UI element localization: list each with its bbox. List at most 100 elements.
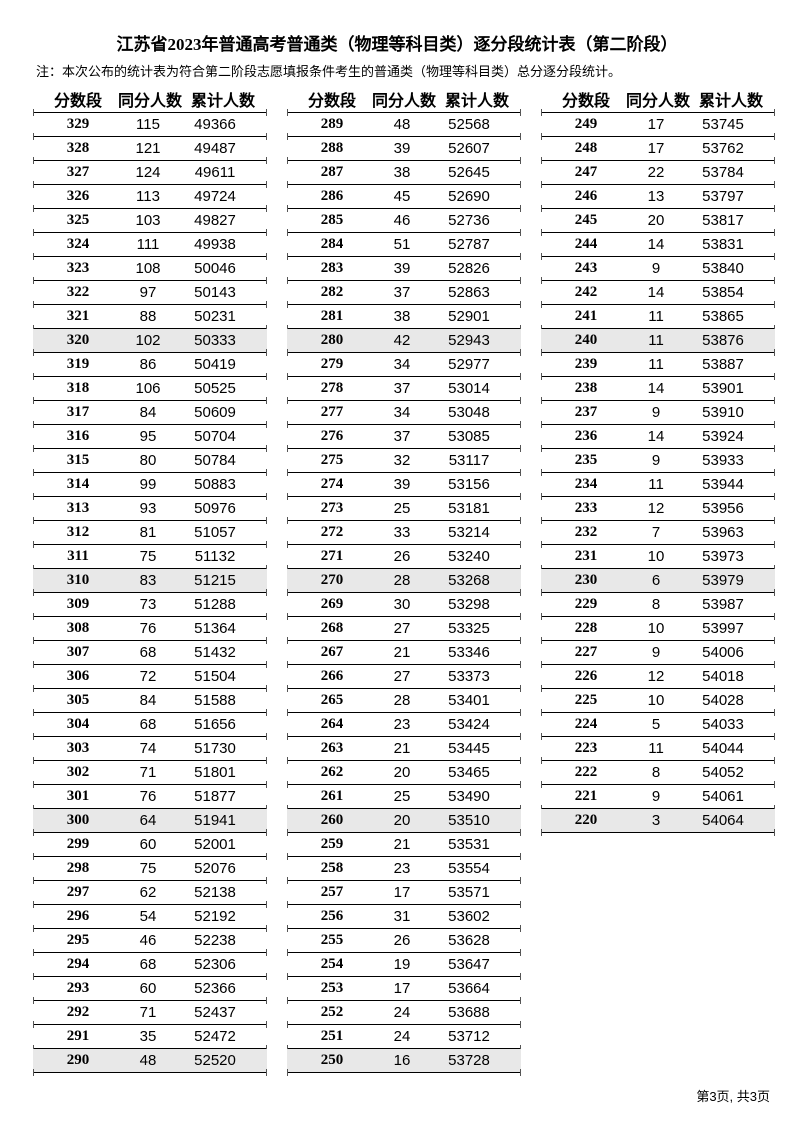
score-cell: 248 bbox=[574, 140, 598, 156]
cumulative-cell: 53762 bbox=[702, 140, 744, 157]
cumulative-cell: 53712 bbox=[448, 1028, 490, 1045]
count-cell: 6 bbox=[651, 572, 661, 589]
table-row: 310 83 51215 bbox=[33, 569, 267, 596]
cumulative-cell: 51730 bbox=[194, 740, 236, 757]
count-cell: 108 bbox=[135, 260, 161, 277]
cumulative-cell: 51504 bbox=[194, 668, 236, 685]
table-row: 269 30 53298 bbox=[287, 593, 521, 620]
score-cell: 293 bbox=[66, 980, 90, 996]
score-cell: 245 bbox=[574, 212, 598, 228]
score-cell: 249 bbox=[574, 116, 598, 132]
count-cell: 48 bbox=[139, 1052, 157, 1069]
count-cell: 84 bbox=[139, 692, 157, 709]
count-cell: 39 bbox=[393, 140, 411, 157]
count-cell: 37 bbox=[393, 284, 411, 301]
cumulative-cell: 50976 bbox=[194, 500, 236, 517]
table-row: 317 84 50609 bbox=[33, 401, 267, 428]
cumulative-cell: 53085 bbox=[448, 428, 490, 445]
score-cell: 324 bbox=[66, 236, 90, 252]
score-cell: 311 bbox=[67, 548, 89, 564]
score-cell: 240 bbox=[574, 332, 598, 348]
score-cell: 314 bbox=[66, 476, 90, 492]
cumulative-cell: 51215 bbox=[194, 572, 236, 589]
cumulative-cell: 53401 bbox=[448, 692, 490, 709]
score-cell: 260 bbox=[320, 812, 344, 828]
count-cell: 45 bbox=[393, 188, 411, 205]
table-row: 225 10 54028 bbox=[541, 689, 775, 716]
cumulative-cell: 53510 bbox=[448, 812, 490, 829]
count-cell: 39 bbox=[393, 476, 411, 493]
cumulative-cell: 53490 bbox=[448, 788, 490, 805]
count-cell: 60 bbox=[139, 836, 157, 853]
table-row: 250 16 53728 bbox=[287, 1049, 521, 1076]
header-cumulative: 累计人数 bbox=[444, 93, 510, 110]
cumulative-cell: 52238 bbox=[194, 932, 236, 949]
cumulative-cell: 50333 bbox=[194, 332, 236, 349]
score-cell: 274 bbox=[320, 476, 344, 492]
table-row: 327 124 49611 bbox=[33, 161, 267, 188]
count-cell: 73 bbox=[139, 596, 157, 613]
score-cell: 283 bbox=[320, 260, 344, 276]
count-cell: 48 bbox=[393, 116, 411, 133]
score-cell: 262 bbox=[320, 764, 344, 780]
score-cell: 267 bbox=[320, 644, 344, 660]
score-cell: 316 bbox=[66, 428, 90, 444]
cumulative-cell: 53424 bbox=[448, 716, 490, 733]
score-cell: 253 bbox=[320, 980, 344, 996]
cumulative-cell: 53865 bbox=[702, 308, 744, 325]
score-cell: 232 bbox=[574, 524, 598, 540]
score-cell: 323 bbox=[66, 260, 90, 276]
score-cell: 308 bbox=[66, 620, 90, 636]
count-cell: 31 bbox=[393, 908, 411, 925]
cumulative-cell: 53531 bbox=[448, 836, 490, 853]
score-cell: 268 bbox=[320, 620, 344, 636]
header-score: 分数段 bbox=[307, 93, 357, 110]
cumulative-cell: 52943 bbox=[448, 332, 490, 349]
cumulative-cell: 51941 bbox=[194, 812, 236, 829]
table-row: 290 48 52520 bbox=[33, 1049, 267, 1076]
cumulative-cell: 49827 bbox=[194, 212, 236, 229]
score-cell: 272 bbox=[320, 524, 344, 540]
count-cell: 76 bbox=[139, 620, 157, 637]
cumulative-cell: 53554 bbox=[448, 860, 490, 877]
count-cell: 25 bbox=[393, 788, 411, 805]
cumulative-cell: 50046 bbox=[194, 260, 236, 277]
count-cell: 9 bbox=[651, 788, 661, 805]
count-cell: 22 bbox=[647, 164, 665, 181]
count-cell: 75 bbox=[139, 860, 157, 877]
count-cell: 26 bbox=[393, 932, 411, 949]
score-cell: 228 bbox=[574, 620, 598, 636]
cumulative-cell: 53465 bbox=[448, 764, 490, 781]
cumulative-cell: 53325 bbox=[448, 620, 490, 637]
count-cell: 76 bbox=[139, 788, 157, 805]
score-cell: 234 bbox=[574, 476, 598, 492]
count-cell: 20 bbox=[393, 764, 411, 781]
table-row: 270 28 53268 bbox=[287, 569, 521, 596]
cumulative-cell: 52645 bbox=[448, 164, 490, 181]
table-row: 266 27 53373 bbox=[287, 665, 521, 692]
score-cell: 233 bbox=[574, 500, 598, 516]
cumulative-cell: 53445 bbox=[448, 740, 490, 757]
table-row: 304 68 51656 bbox=[33, 713, 267, 740]
score-cell: 313 bbox=[66, 500, 90, 516]
score-cell: 229 bbox=[574, 596, 598, 612]
cumulative-cell: 53973 bbox=[702, 548, 744, 565]
table-header: 分数段 同分人数 累计人数 bbox=[33, 84, 267, 116]
score-cell: 305 bbox=[66, 692, 90, 708]
score-table-1: 分数段 同分人数 累计人数 329 115 49366 328 121 49487 327 124 4… bbox=[33, 84, 267, 1076]
count-cell: 14 bbox=[647, 236, 665, 253]
count-cell: 21 bbox=[393, 836, 411, 853]
table-row: 258 23 53554 bbox=[287, 857, 521, 884]
count-cell: 37 bbox=[393, 380, 411, 397]
cumulative-cell: 50704 bbox=[194, 428, 236, 445]
score-cell: 286 bbox=[320, 188, 344, 204]
count-cell: 8 bbox=[651, 596, 661, 613]
score-cell: 278 bbox=[320, 380, 344, 396]
cumulative-cell: 53048 bbox=[448, 404, 490, 421]
cumulative-cell: 50525 bbox=[194, 380, 236, 397]
cumulative-cell: 50883 bbox=[194, 476, 236, 493]
score-cell: 280 bbox=[320, 332, 344, 348]
cumulative-cell: 53181 bbox=[448, 500, 490, 517]
score-cell: 325 bbox=[66, 212, 90, 228]
cumulative-cell: 53944 bbox=[702, 476, 744, 493]
